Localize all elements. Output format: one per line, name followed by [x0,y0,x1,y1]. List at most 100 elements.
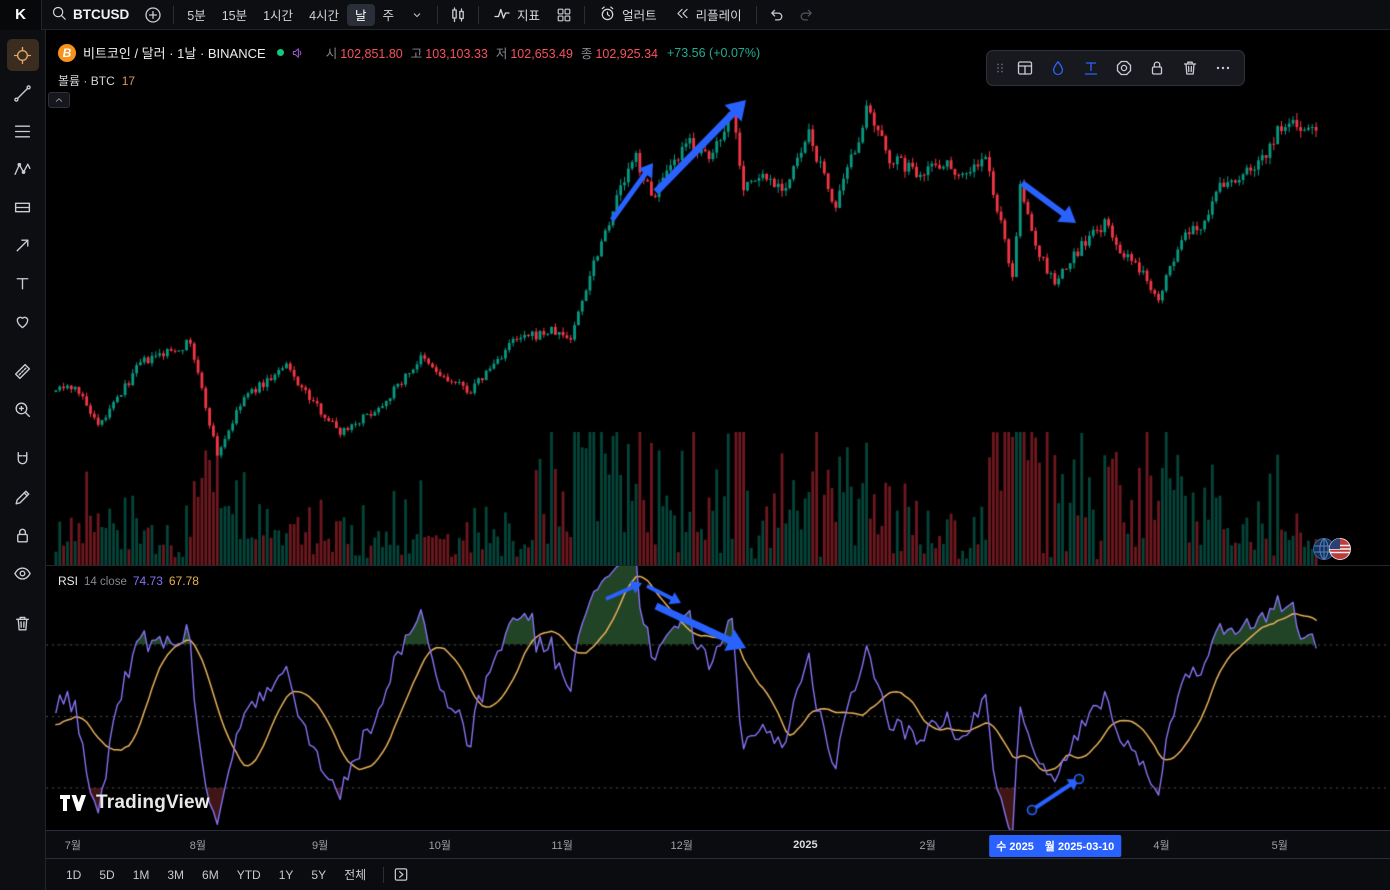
speaker-icon [292,47,301,58]
alert-button[interactable]: 얼러트 [590,0,666,30]
lock-tool-button[interactable] [7,519,39,551]
ohlc-value: 102,653.49 [510,47,573,61]
indicators-button[interactable]: 지표 [484,0,549,30]
volume-study-label[interactable]: 볼륨 · BTC [58,74,115,88]
ohlc-label: 시 [325,47,338,61]
range-YTD[interactable]: YTD [236,867,261,882]
time-axis-label: 5월 [1271,839,1288,852]
xabcd-pattern-icon [14,162,31,175]
range-5D[interactable]: 5D [99,867,115,882]
flag-icon [1329,538,1351,560]
text-tool-button[interactable] [7,267,39,299]
alarm-icon [601,5,614,20]
pencil-tool-button[interactable] [7,481,39,513]
trash-tool-button[interactable] [7,607,39,639]
alarm-clock-icon [599,5,616,25]
timeframe-5분[interactable]: 5분 [187,9,206,23]
compare-add-button[interactable] [138,0,168,30]
long-position-tool-button[interactable] [7,191,39,223]
layout-grid-button[interactable] [549,0,579,30]
range-5Y[interactable]: 5Y [311,867,327,882]
trash-icon [16,616,29,631]
tradingview-logo-icon [60,795,86,811]
toolbar-separator [478,5,480,24]
go-to-date-button[interactable] [393,866,410,883]
rsi-title: RSI [58,574,79,588]
data-provider-icons[interactable] [1312,537,1352,561]
trash-button[interactable] [1173,53,1206,83]
heart-tool-button[interactable] [7,305,39,337]
layout-template-button[interactable] [1008,53,1041,83]
zoom-in-icon [15,401,31,417]
paint-button[interactable] [1041,53,1074,83]
trash-icon [1183,61,1196,75]
toolbar-separator [437,5,439,24]
globe-icon [1313,538,1335,560]
paint-icon [1052,61,1063,76]
ohlc-label: 저 [495,47,508,61]
lock-button[interactable] [1140,53,1173,83]
drag-handle-icon [997,63,1003,73]
tradingview-watermark[interactable]: TradingView [60,792,210,814]
arrow-marker-tool-button[interactable] [7,229,39,261]
range-6M[interactable]: 6M [202,867,219,882]
range-1Y[interactable]: 1Y [278,867,294,882]
rsi-pane: RSI 14 close 74.73 67.78 TradingView [46,564,1390,831]
chart-area: B 비트코인 / 달러 · 1날 · BINANCE 시 102,851.80 고 1… [46,30,1390,890]
eye-tool-button[interactable] [7,557,39,589]
ruler-tool-button[interactable] [7,355,39,387]
magnet-tool-button[interactable] [7,443,39,475]
symbol-name: BTCUSD [73,7,130,22]
arrow-marker-icon [16,239,29,251]
timeframe-주[interactable]: 주 [382,9,395,23]
market-status-dot[interactable] [276,49,284,56]
layout-grid-icon [557,8,571,21]
text-format-button[interactable] [1074,53,1107,83]
user-logo[interactable]: K [0,0,42,30]
symbol-search-button[interactable]: BTCUSD [42,0,138,30]
workspace: B 비트코인 / 달러 · 1날 · BINANCE 시 102,851.80 고 1… [0,30,1390,890]
interval-chevron-down-icon[interactable] [402,0,432,30]
more-icon [1216,66,1229,70]
legend-collapse-button[interactable] [48,92,70,108]
crosshair-tool-button[interactable] [6,39,39,71]
drag-handle-button[interactable] [992,53,1008,83]
range-3M[interactable]: 3M [167,867,185,882]
pencil-icon [15,490,30,505]
layout-template-icon [1017,61,1032,75]
time-axis[interactable]: 7월 8월 9월 10월 11월 12월 2025 2월 4월 5월 수 2025 월 2025-03… [46,830,1390,858]
xabcd-pattern-tool-button[interactable] [7,153,39,185]
range-1M[interactable]: 1M [132,867,150,882]
replay-button[interactable]: 리플레이 [666,0,751,30]
undo-button[interactable] [762,0,792,30]
range-1D[interactable]: 1D [66,867,82,882]
symbol-title[interactable]: 비트코인 / 달러 · 1날 · BINANCE [83,46,266,61]
redo-icon [800,9,812,21]
rsi-legend[interactable]: RSI 14 close 74.73 67.78 [58,574,199,588]
pane-resize-handle[interactable] [46,564,1390,568]
price-chart-canvas[interactable] [46,30,1390,565]
settings-button[interactable] [1107,53,1140,83]
crosshair-icon [13,46,32,64]
toolbar-separator [755,5,757,24]
more-button[interactable] [1206,53,1239,83]
drawing-float-toolbar [986,50,1245,86]
trend-line-icon [14,84,31,102]
undo-icon [771,9,783,21]
rsi-chart-canvas[interactable] [46,566,1390,831]
timeframe-1시간[interactable]: 1시간 [263,9,294,23]
trend-line-tool-button[interactable] [7,77,39,109]
redo-button[interactable] [792,0,822,30]
time-axis-label: 2025 [793,838,818,851]
timeframe-15분[interactable]: 15분 [221,9,248,23]
zoom-in-tool-button[interactable] [7,393,39,425]
chart-style-button[interactable] [443,0,473,30]
timeframe-날[interactable]: 날 [347,3,375,26]
price-change: +73.56 (+0.07%) [667,45,761,60]
replay-icon [676,8,688,18]
announcement-icon[interactable] [291,46,305,60]
range-전체[interactable]: 전체 [344,868,367,882]
timeframe-group: 5분 15분 1시간 4시간 날 주 [179,3,402,26]
fib-retracement-tool-button[interactable] [7,115,39,147]
timeframe-4시간[interactable]: 4시간 [309,9,340,23]
